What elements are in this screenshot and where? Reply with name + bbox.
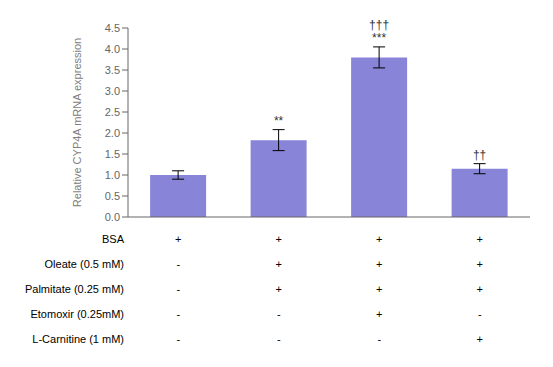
html-text:Etomoxir (0.25mM): Etomoxir (0.25mM) [30, 308, 124, 320]
html-text:L-Carnitine (1 mM): L-Carnitine (1 mM) [32, 333, 124, 345]
svg-text:3.0: 3.0 [105, 85, 120, 97]
svg-text:3.5: 3.5 [105, 64, 120, 76]
html-text:Oleate (0.5 mM): Oleate (0.5 mM) [44, 258, 124, 270]
svg-text:2.0: 2.0 [105, 127, 120, 139]
svg-text:1.0: 1.0 [105, 169, 120, 181]
svg-text:0.0: 0.0 [105, 211, 120, 223]
svg-text:4.5: 4.5 [105, 22, 120, 34]
svg-text:***: *** [372, 31, 386, 45]
svg-text:1.5: 1.5 [105, 148, 120, 160]
svg-text:††: †† [473, 148, 486, 162]
svg-text:2.5: 2.5 [105, 106, 120, 118]
svg-text:4.0: 4.0 [105, 43, 120, 55]
svg-text:Relative CYP4A mRNA expression: Relative CYP4A mRNA expression [71, 38, 83, 207]
svg-text:**: ** [274, 114, 284, 128]
svg-text:†††: ††† [369, 18, 389, 32]
html-text:Palmitate (0.25 mM): Palmitate (0.25 mM) [25, 283, 124, 295]
svg-text:0.5: 0.5 [105, 190, 120, 202]
html-text:BSA: BSA [102, 233, 124, 245]
